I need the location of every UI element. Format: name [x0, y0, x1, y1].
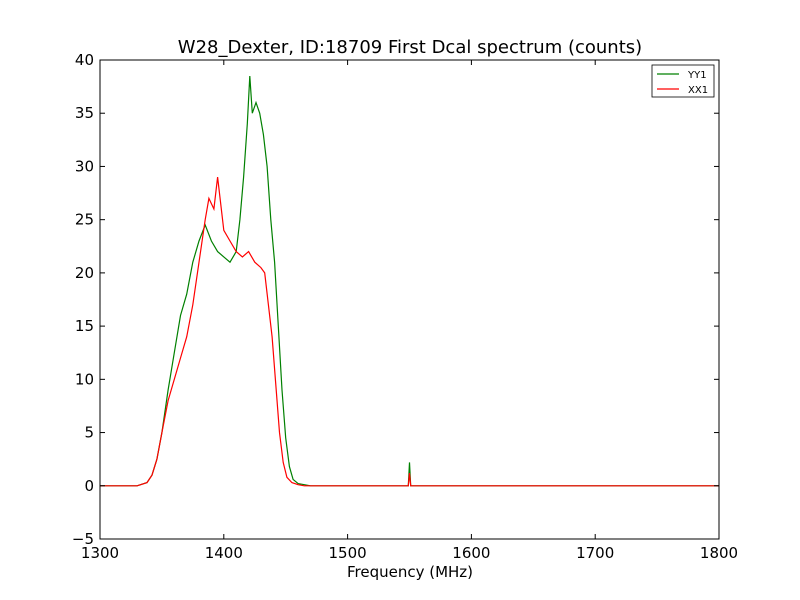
y-tick-label-40: 40 — [75, 51, 94, 69]
legend-label-xx1: XX1 — [688, 85, 708, 96]
axes-background — [100, 60, 719, 539]
series-layer — [100, 75, 719, 487]
y-tick-label-0: 0 — [84, 477, 94, 495]
y-tick-label-25: 25 — [75, 211, 94, 229]
x-tick-label-1300: 1300 — [81, 544, 119, 562]
plot-area — [100, 60, 719, 539]
legend-label-yy1: YY1 — [687, 70, 707, 81]
y-tick-label-30: 30 — [75, 157, 94, 175]
ticks-layer: 1300 1400 1500 1600 1700 1800 −5 0 5 10 15 20 25 30 35… — [72, 51, 738, 562]
x-tick-label-1700: 1700 — [576, 544, 614, 562]
x-axis-label: Frequency (MHz) — [347, 563, 473, 581]
y-tick-label-15: 15 — [75, 317, 94, 335]
y-tick-label-20: 20 — [75, 264, 94, 282]
x-tick-label-1800: 1800 — [700, 544, 738, 562]
axes-frame — [99, 59, 720, 540]
series-line-xx1 — [100, 177, 719, 487]
y-tick-label--5: −5 — [72, 530, 94, 548]
x-tick-label-1400: 1400 — [205, 544, 243, 562]
y-tick-label-10: 10 — [75, 370, 94, 388]
y-tick-label-35: 35 — [75, 104, 94, 122]
y-tick-label-5: 5 — [84, 424, 94, 442]
legend-box — [651, 64, 715, 98]
x-tick-label-1500: 1500 — [329, 544, 367, 562]
chart-title: W28_Dexter, ID:18709 First Dcal spectrum… — [178, 37, 642, 58]
x-tick-label-1600: 1600 — [452, 544, 490, 562]
